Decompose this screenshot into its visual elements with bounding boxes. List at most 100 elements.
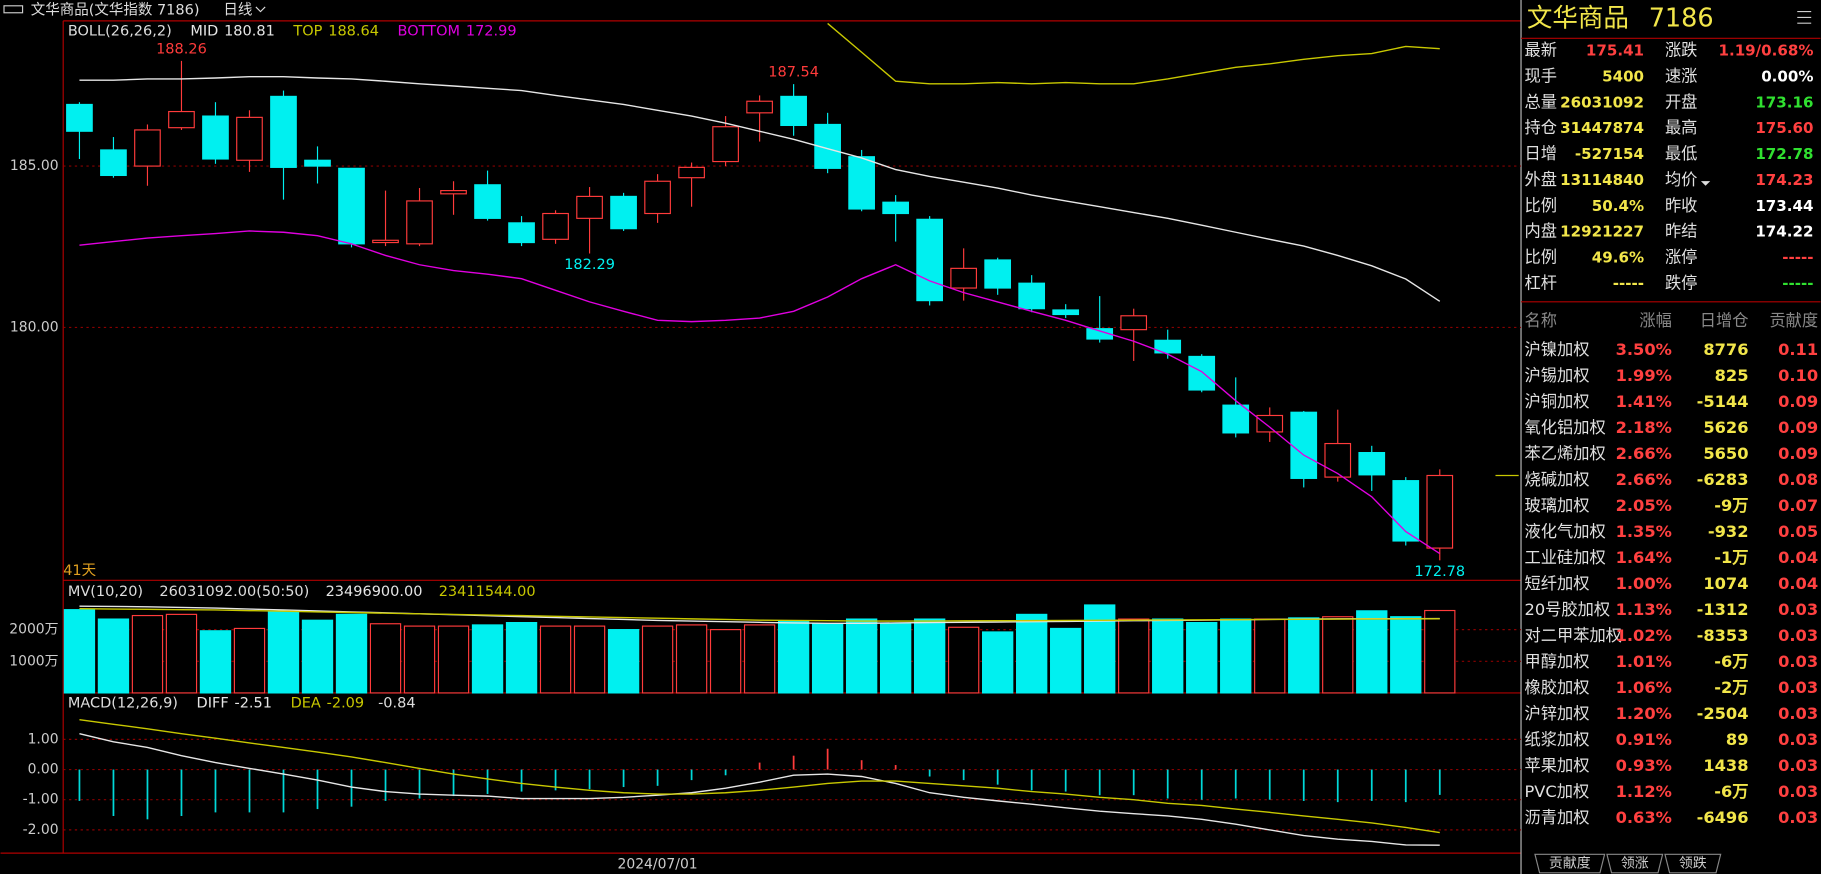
volume-bar bbox=[1356, 610, 1388, 694]
table-header[interactable]: 涨幅 bbox=[1639, 311, 1671, 330]
window-title: 文华商品(文华指数 7186) bbox=[31, 1, 200, 18]
quote-value: 5400 bbox=[1602, 67, 1644, 85]
tab[interactable]: 贡献度 bbox=[1534, 853, 1606, 874]
table-cell: 短纤加权 bbox=[1525, 574, 1590, 593]
candle-body bbox=[712, 126, 739, 163]
quote-name: 文华商品 bbox=[1527, 4, 1629, 34]
table-cell: 0.11 bbox=[1778, 340, 1818, 359]
volume-bar bbox=[845, 618, 878, 694]
table-row[interactable]: 沪锡加权 1.99% 825 0.10 bbox=[1525, 366, 1819, 385]
table-header[interactable]: 名称 bbox=[1525, 311, 1557, 330]
candle-body bbox=[780, 95, 807, 127]
table-row[interactable]: 沥青加权 0.63% -6496 0.03 bbox=[1525, 808, 1819, 827]
volume-bar bbox=[743, 624, 776, 694]
table-cell: -9万 bbox=[1714, 496, 1748, 515]
table-cell: -5144 bbox=[1697, 392, 1749, 411]
readout-value: 26031092.00(50:50) bbox=[159, 584, 309, 600]
volume-bar bbox=[947, 626, 980, 694]
table-row[interactable]: 工业硅加权 1.64% -1万 0.04 bbox=[1525, 548, 1819, 567]
panel-menu[interactable] bbox=[1797, 11, 1812, 24]
indicator-name[interactable]: BOLL(26,26,2) bbox=[68, 23, 172, 39]
volume-bar bbox=[641, 625, 674, 694]
table-cell: 对二甲苯加权 bbox=[1525, 626, 1622, 645]
table-row[interactable]: 液化气加权 1.35% -932 0.05 bbox=[1525, 522, 1819, 541]
table-row[interactable]: 20号胶加权 1.13% -1312 0.03 bbox=[1525, 600, 1819, 619]
volume-bar bbox=[165, 613, 198, 694]
tab-label: 领涨 bbox=[1621, 856, 1649, 872]
table-cell: 1.35% bbox=[1616, 522, 1672, 541]
table-cell: 8776 bbox=[1703, 340, 1748, 359]
icon-shape bbox=[1797, 11, 1812, 24]
quote-label: 现手 bbox=[1525, 66, 1557, 85]
table-row[interactable]: 氧化铝加权 2.18% 5626 0.09 bbox=[1525, 418, 1819, 437]
volume-bar bbox=[1084, 604, 1116, 694]
table-cell: 0.03 bbox=[1778, 730, 1818, 749]
table-cell: 5650 bbox=[1703, 444, 1748, 463]
y-tick-label: 185.00 bbox=[10, 158, 59, 174]
candle-body bbox=[1154, 339, 1182, 354]
dropdown-arrow[interactable] bbox=[1700, 181, 1711, 186]
table-cell: 苯乙烯加权 bbox=[1525, 444, 1606, 463]
tab[interactable]: 领跌 bbox=[1664, 853, 1722, 874]
table-row[interactable]: 橡胶加权 1.06% -2万 0.03 bbox=[1525, 678, 1819, 697]
indicator-name[interactable]: MV(10,20) bbox=[68, 584, 143, 600]
table-row[interactable]: 沪镍加权 3.50% 8776 0.11 bbox=[1525, 340, 1819, 359]
period-selector[interactable]: 日线 bbox=[223, 1, 252, 18]
quote-value: ----- bbox=[1782, 275, 1813, 293]
candle-body bbox=[270, 95, 297, 168]
table-cell: 沪锡加权 bbox=[1525, 366, 1590, 385]
table-row[interactable]: PVC加权 1.12% -6万 0.03 bbox=[1525, 782, 1819, 801]
quote-code: 7186 bbox=[1649, 4, 1714, 34]
table-row[interactable]: 沪铜加权 1.41% -5144 0.09 bbox=[1525, 392, 1819, 411]
table-cell: 0.09 bbox=[1778, 392, 1818, 411]
volume-bar bbox=[97, 618, 130, 694]
quote-value: ----- bbox=[1613, 275, 1644, 293]
readout-value: 172.99 bbox=[466, 23, 517, 39]
readout-value: 23496900.00 bbox=[326, 584, 423, 600]
table-row[interactable]: 苯乙烯加权 2.66% 5650 0.09 bbox=[1525, 444, 1819, 463]
table-cell: -6283 bbox=[1697, 470, 1749, 489]
table-row[interactable]: 沪锌加权 1.20% -2504 0.03 bbox=[1525, 704, 1819, 723]
table-cell: 1.99% bbox=[1616, 366, 1672, 385]
table-row[interactable]: 甲醇加权 1.01% -6万 0.03 bbox=[1525, 652, 1819, 671]
table-header[interactable]: 贡献度 bbox=[1769, 311, 1818, 330]
table-row[interactable]: 纸浆加权 0.91% 89 0.03 bbox=[1525, 730, 1819, 749]
days-label: 41天 bbox=[63, 563, 96, 579]
volume-bar bbox=[607, 629, 640, 694]
indicator-name[interactable]: MACD(12,26,9) bbox=[68, 695, 178, 711]
candle-body bbox=[474, 184, 501, 219]
volume-bar bbox=[471, 624, 504, 694]
y-tick-label: 0.00 bbox=[28, 762, 59, 778]
tab-shape bbox=[1606, 853, 1664, 874]
candle-body bbox=[202, 115, 229, 160]
volume-bar bbox=[1254, 618, 1286, 694]
quote-label: 开盘 bbox=[1665, 92, 1697, 111]
volume-bar bbox=[267, 611, 300, 694]
candle-body bbox=[984, 259, 1012, 289]
table-cell: 沪铜加权 bbox=[1525, 392, 1590, 411]
candle-body bbox=[950, 267, 978, 289]
table-row[interactable]: 短纤加权 1.00% 1074 0.04 bbox=[1525, 574, 1819, 593]
menu-icon[interactable] bbox=[3, 5, 24, 14]
tab-label: 领跌 bbox=[1679, 856, 1707, 872]
table-cell: -932 bbox=[1708, 522, 1749, 541]
quote-label: 比例 bbox=[1525, 248, 1557, 267]
candle-body bbox=[1426, 474, 1454, 549]
tab[interactable]: 领涨 bbox=[1606, 853, 1664, 874]
extreme-label: 188.26 bbox=[156, 41, 207, 57]
quote-value: 173.44 bbox=[1755, 197, 1813, 215]
table-cell: 0.03 bbox=[1778, 600, 1818, 619]
volume-bar bbox=[675, 624, 708, 694]
volume-bar bbox=[63, 609, 96, 694]
table-row[interactable]: 苹果加权 0.93% 1438 0.03 bbox=[1525, 756, 1819, 775]
table-cell: PVC加权 bbox=[1525, 782, 1590, 801]
volume-bar bbox=[811, 623, 844, 694]
table-row[interactable]: 烧碱加权 2.66% -6283 0.08 bbox=[1525, 470, 1819, 489]
table-cell: 工业硅加权 bbox=[1525, 548, 1606, 567]
quote-label: 内盘 bbox=[1525, 222, 1557, 241]
table-header[interactable]: 日增仓 bbox=[1700, 311, 1749, 330]
table-row[interactable]: 玻璃加权 2.05% -9万 0.07 bbox=[1525, 496, 1819, 515]
dropdown-arrow[interactable] bbox=[255, 6, 266, 13]
readout-value: 180.81 bbox=[224, 23, 275, 39]
